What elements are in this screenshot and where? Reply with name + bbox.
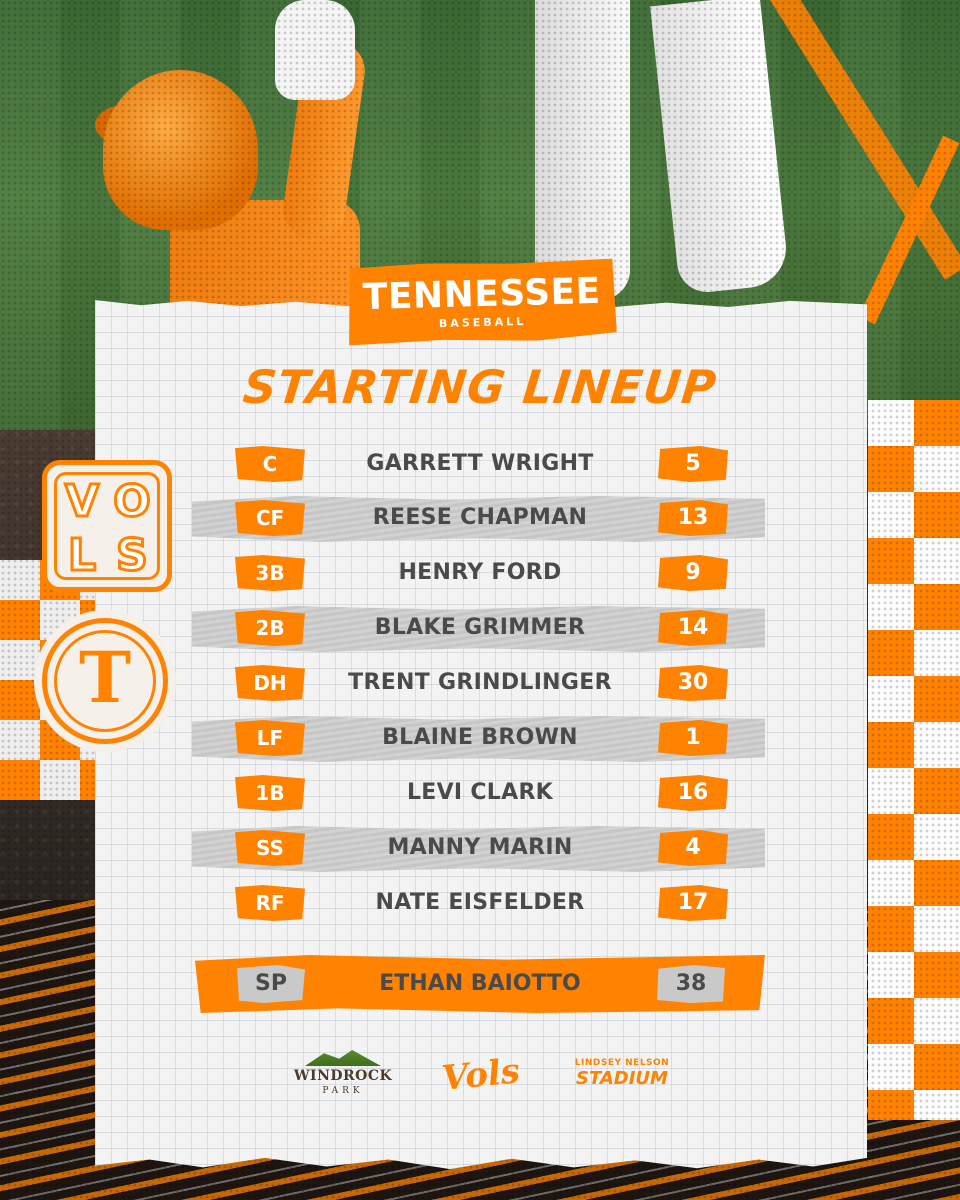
position-tag: DH	[235, 665, 305, 701]
jersey-number: 38	[657, 965, 725, 1003]
player-name: NATE EISFELDER	[375, 890, 585, 915]
vols-badge: V O L S	[42, 460, 172, 592]
player-name: ETHAN BAIOTTO	[379, 971, 581, 996]
jersey-number: 13	[658, 500, 728, 536]
lineup-row: LF BLAINE BROWN 1	[180, 714, 765, 762]
lineup-row: RF NATE EISFELDER 17	[180, 879, 765, 927]
lineup-row: 3B HENRY FORD 9	[180, 549, 765, 597]
page-title: STARTING LINEUP	[240, 360, 720, 414]
stadium-line2: STADIUM	[576, 1068, 668, 1089]
position-tag: 1B	[235, 775, 305, 811]
position-tag: SS	[235, 830, 305, 866]
team-logo: TENNESSEE BASEBALL	[347, 259, 617, 346]
player-name: REESE CHAPMAN	[372, 505, 588, 530]
vols-script-logo: Vols	[440, 1051, 522, 1099]
stadium-logo: LINDSEY NELSON STADIUM	[562, 1058, 682, 1098]
player-legs-photo	[535, 0, 815, 300]
lineup-row: 2B BLAKE GRIMMER 14	[180, 604, 765, 652]
player-name: GARRETT WRIGHT	[366, 451, 594, 476]
position-tag: RF	[235, 885, 305, 921]
position-tag: C	[235, 446, 305, 482]
mountain-icon	[305, 1050, 381, 1066]
windrock-line1: WINDROCK	[293, 1068, 393, 1084]
lineup-row: SS MANNY MARIN 4	[180, 824, 765, 872]
player-name: BLAINE BROWN	[382, 725, 578, 750]
power-t-badge: T	[34, 610, 176, 752]
jersey-number: 4	[658, 830, 728, 866]
jersey-number: 5	[658, 446, 728, 482]
vols-letter: V	[63, 475, 100, 529]
player-name: MANNY MARIN	[387, 835, 573, 860]
power-t-letter: T	[78, 636, 132, 719]
jersey-number: 14	[658, 610, 728, 646]
starting-pitcher-row: SP ETHAN BAIOTTO 38	[195, 955, 765, 1013]
lineup-row: 1B LEVI CLARK 16	[180, 769, 765, 817]
player-name: BLAKE GRIMMER	[374, 615, 586, 640]
player-photo	[95, 0, 369, 320]
position-tag: SP	[237, 965, 305, 1003]
vols-letter: L	[66, 529, 97, 583]
lineup-row: DH TRENT GRINDLINGER 30	[180, 659, 765, 707]
checkerboard-right	[868, 400, 960, 1120]
player-name: HENRY FORD	[398, 560, 562, 585]
team-logo-title: TENNESSEE	[362, 270, 602, 319]
vols-letter: O	[112, 475, 152, 529]
jersey-number: 16	[658, 775, 728, 811]
windrock-line2: PARK	[322, 1086, 364, 1096]
position-tag: CF	[235, 500, 305, 536]
windrock-park-logo: WINDROCK PARK	[290, 1050, 396, 1100]
jersey-number: 9	[658, 555, 728, 591]
position-tag: 3B	[235, 555, 305, 591]
jersey-number: 17	[658, 885, 728, 921]
jersey-number: 1	[658, 720, 728, 756]
stadium-line1: LINDSEY NELSON	[574, 1058, 670, 1068]
lineup-row: CF REESE CHAPMAN 13	[180, 494, 765, 542]
vols-letter: S	[115, 529, 150, 583]
position-tag: LF	[235, 720, 305, 756]
jersey-number: 30	[658, 665, 728, 701]
lineup-row: C GARRETT WRIGHT 5	[180, 440, 765, 488]
position-tag: 2B	[235, 610, 305, 646]
player-name: LEVI CLARK	[406, 780, 554, 805]
player-name: TRENT GRINDLINGER	[348, 670, 612, 695]
